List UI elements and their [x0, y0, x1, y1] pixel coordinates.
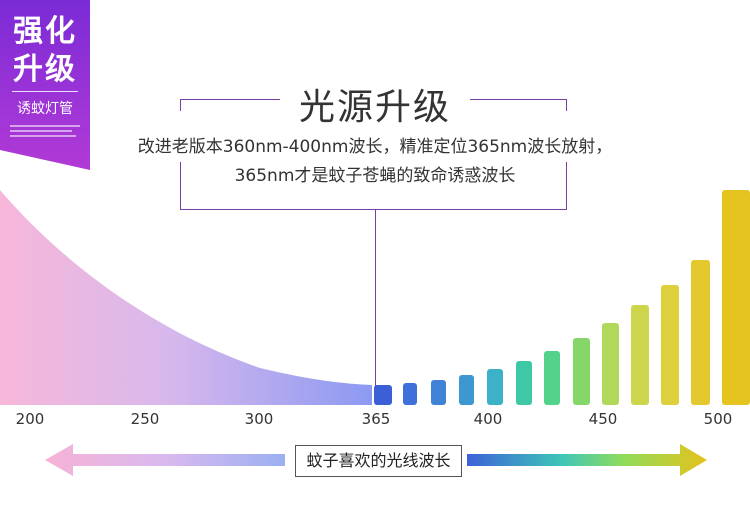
badge-line-1: 强化 — [13, 14, 77, 49]
spectrum-bar — [631, 305, 649, 405]
tick-400: 400 — [473, 410, 503, 428]
headline-title: 光源升级 — [298, 87, 451, 128]
frame-top-left-line — [180, 99, 280, 100]
spectrum-bar — [403, 383, 417, 405]
tick-250: 250 — [130, 410, 160, 428]
badge-ribbon-shape — [0, 0, 90, 170]
frame-right-lower — [566, 162, 567, 210]
frame-top-right-line — [470, 99, 567, 100]
spectrum-bar — [516, 361, 532, 405]
upgrade-badge: 强化 升级 诱蚊灯管 — [0, 0, 90, 170]
headline-description-1: 改进老版本360nm-400nm波长，精准定位365nm波长放射， — [137, 137, 613, 157]
tick-200: 200 — [15, 410, 45, 428]
spectrum-bar — [374, 385, 392, 405]
tick-450: 450 — [588, 410, 618, 428]
spectrum-bar — [602, 323, 619, 405]
tick-365: 365 — [361, 410, 391, 428]
spectrum-bar — [431, 380, 446, 405]
badge-subtitle: 诱蚊灯管 — [17, 101, 73, 117]
tick-500: 500 — [703, 410, 733, 428]
headline-description-2: 365nm才是蚊子苍蝇的致命诱惑波长 — [234, 166, 516, 186]
left-arrow — [45, 444, 285, 476]
spectrum-bar — [573, 338, 590, 405]
spectrum-bar — [459, 375, 474, 405]
badge-line-2: 升级 — [13, 52, 77, 87]
frame-right-tick — [566, 99, 567, 111]
badge-decorative-text — [10, 122, 84, 142]
frame-left-lower — [180, 162, 181, 210]
visible-decay-curve — [0, 190, 372, 405]
pointer-line-365 — [375, 209, 376, 387]
spectrum-bar — [691, 260, 710, 405]
spectrum-bar — [722, 190, 750, 405]
frame-bottom-line — [180, 209, 567, 210]
tick-300: 300 — [244, 410, 274, 428]
badge-divider — [12, 91, 78, 92]
spectrum-bar — [544, 351, 560, 405]
frame-left-tick — [180, 99, 181, 111]
right-arrow — [467, 444, 707, 476]
spectrum-bar — [661, 285, 679, 405]
spectrum-bar — [487, 369, 503, 405]
mosquito-wavelength-label: 蚊子喜欢的光线波长 — [295, 445, 462, 477]
uv-spectrum-bars — [374, 190, 750, 405]
